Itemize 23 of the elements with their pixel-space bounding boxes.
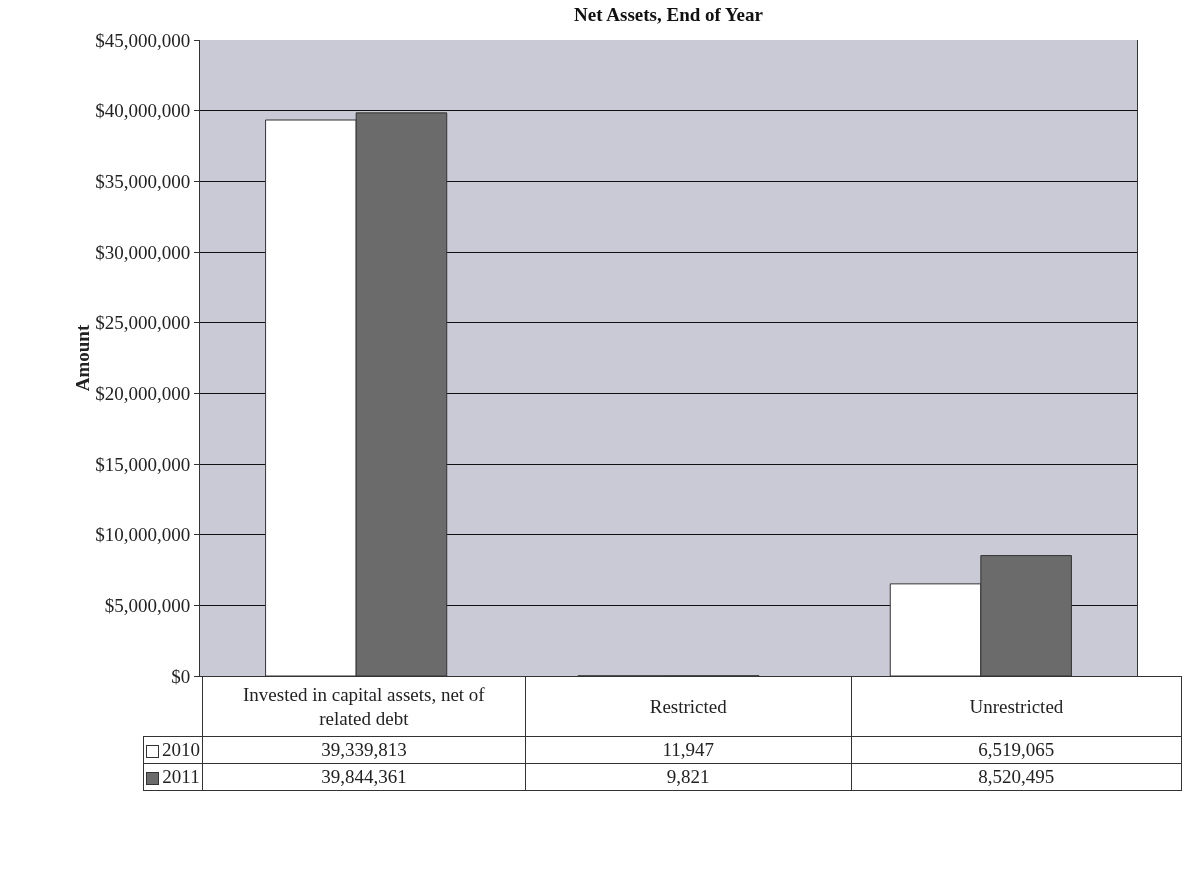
- y-tick-label: $40,000,000: [95, 100, 191, 122]
- x-tick-label: Restricted: [525, 676, 852, 737]
- y-tick-label: $10,000,000: [95, 524, 191, 546]
- x-tick-label: Unrestricted: [851, 676, 1182, 737]
- data-label: 11,947: [525, 736, 852, 764]
- y-tick-label: $30,000,000: [95, 241, 191, 263]
- y-tick-label: $45,000,000: [95, 29, 191, 51]
- data-label: 8,520,495: [851, 763, 1182, 791]
- legend-label: 2011: [143, 763, 203, 791]
- y-axis-title: Amount: [72, 324, 94, 392]
- y-tick-label: $35,000,000: [95, 170, 191, 192]
- legend-label: 2010: [143, 736, 203, 764]
- chart-title: Net Assets, End of Year: [574, 3, 764, 25]
- x-tick-label: Invested in capital assets, net of related debt: [202, 676, 526, 737]
- y-tick-label: $15,000,000: [95, 453, 191, 475]
- data-label: 39,844,361: [202, 763, 526, 791]
- y-tick-label: $0: [171, 665, 191, 687]
- y-tick-label: $20,000,000: [95, 382, 191, 404]
- data-label: 9,821: [525, 763, 852, 791]
- y-tick-label: $25,000,000: [95, 312, 191, 334]
- data-label: 6,519,065: [851, 736, 1182, 764]
- y-tick-label: $5,000,000: [104, 594, 191, 616]
- data-label: 39,339,813: [202, 736, 526, 764]
